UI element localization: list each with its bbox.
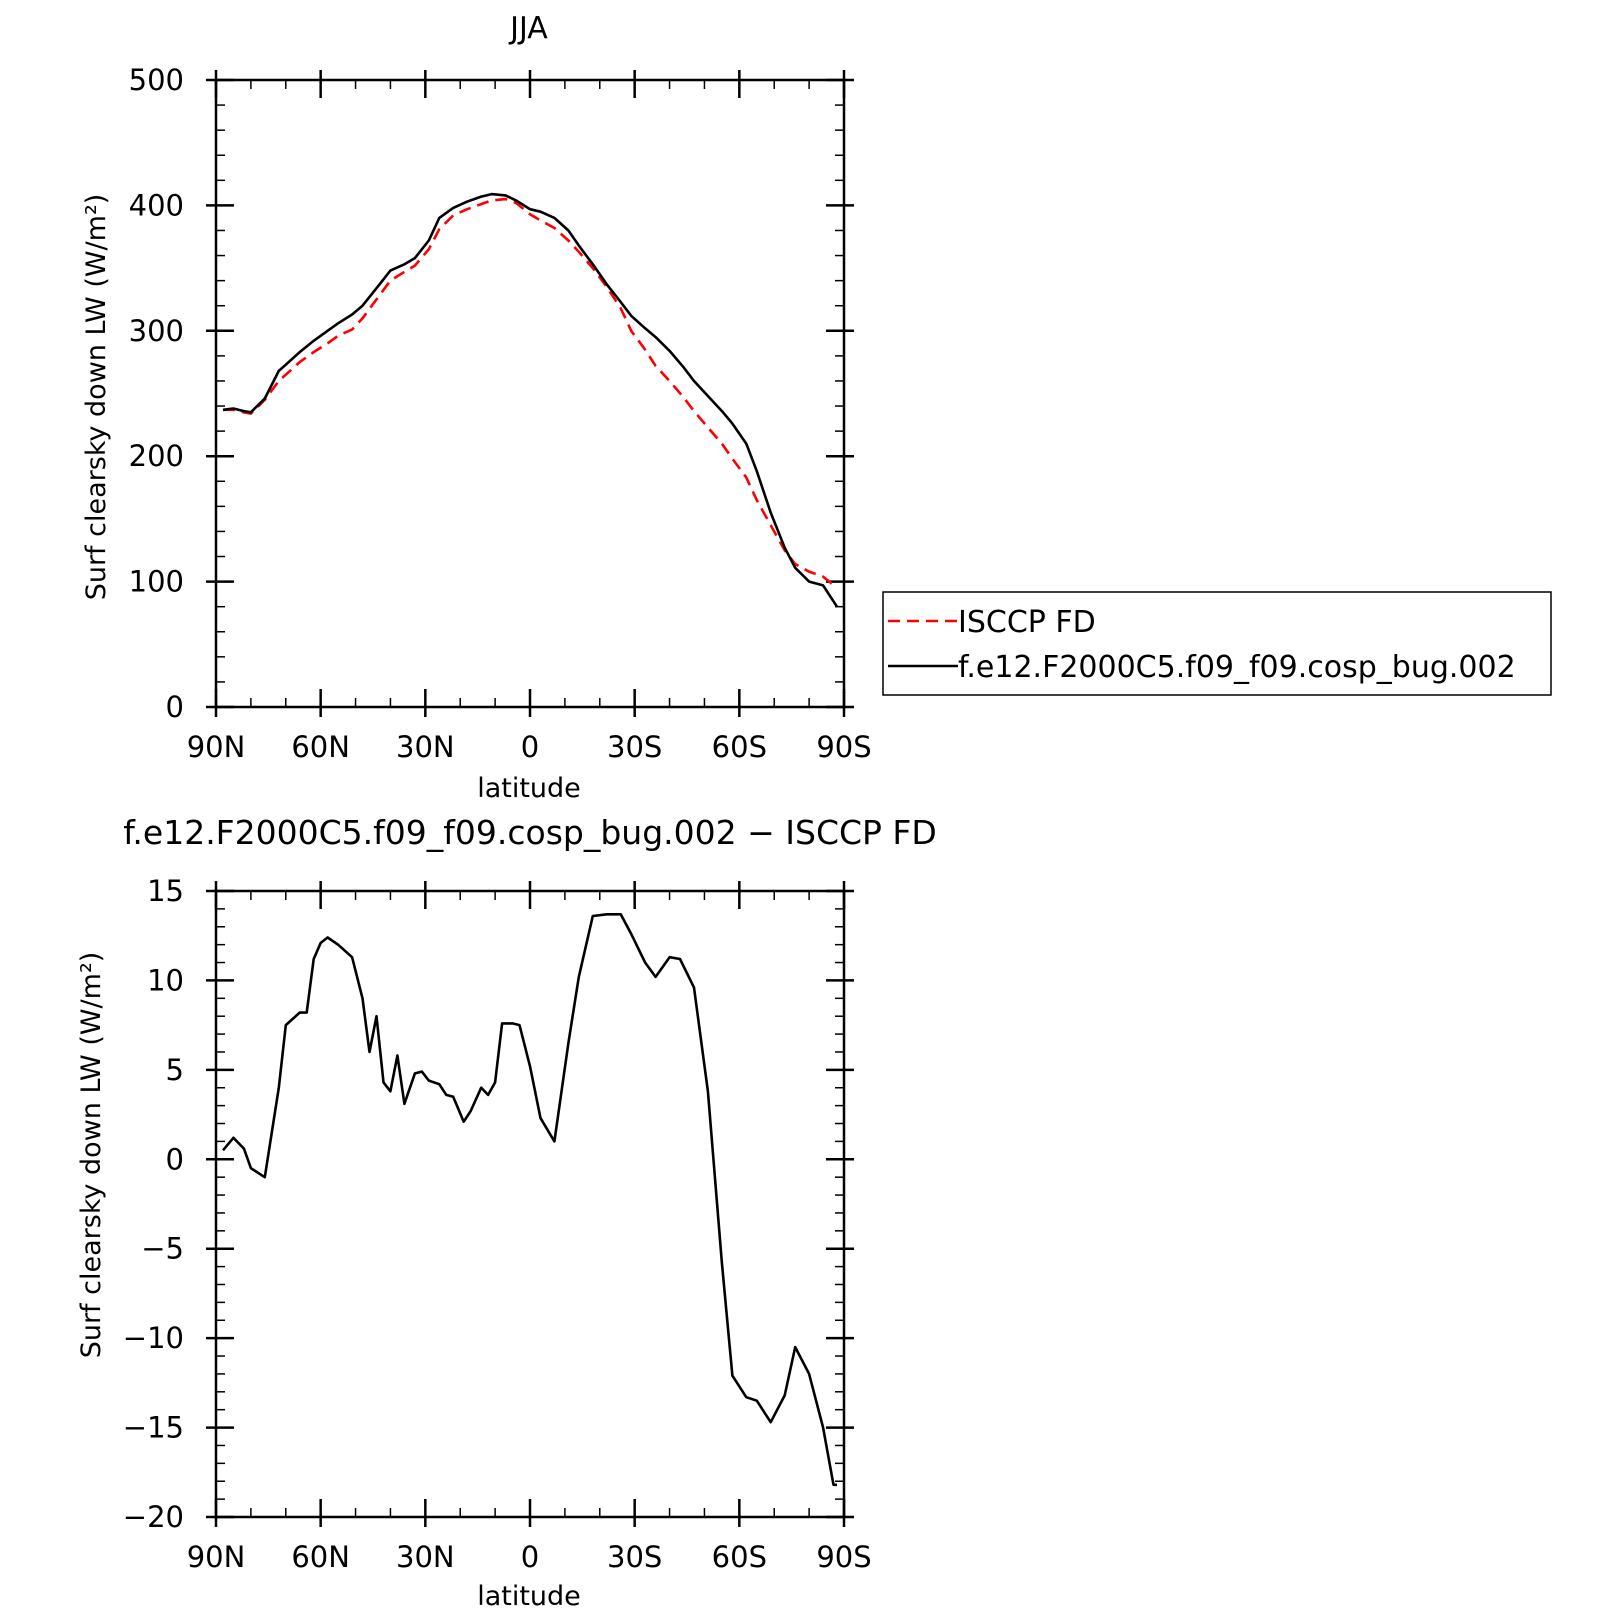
legend-box <box>882 591 1552 696</box>
top-x-tick-label: 60N <box>291 730 350 764</box>
top-plot-frame <box>214 78 846 709</box>
bottom-y-tick-label: −10 <box>123 1321 184 1355</box>
legend-label-isccp: ISCCP FD <box>958 605 1096 640</box>
bottom-series-line-1 <box>222 912 837 1487</box>
top-y-tick-label: 300 <box>129 314 184 348</box>
bottom-y-tick-label: 15 <box>147 874 184 908</box>
top-x-tick-label: 60S <box>712 730 767 764</box>
top-y-tick-label: 0 <box>166 690 184 724</box>
bottom-y-tick-label: 0 <box>166 1142 184 1176</box>
bottom-panel: f.e12.F2000C5.f09_f09.cosp_bug.002 − ISC… <box>76 813 937 1612</box>
bottom-x-tick-label: 90N <box>187 1540 246 1574</box>
legend: ISCCP FD f.e12.F2000C5.f09_f09.cosp_bug.… <box>882 591 1552 696</box>
top-y-tick-label: 500 <box>129 63 184 97</box>
top-x-tick-label: 90S <box>816 730 871 764</box>
top-y-tick-label: 200 <box>129 439 184 473</box>
top-x-tick-label: 90N <box>187 730 246 764</box>
top-chart-title: JJA <box>508 11 548 46</box>
bottom-y-tick-label: 10 <box>147 963 184 997</box>
top-x-tick-label: 30S <box>607 730 662 764</box>
top-x-tick-label: 30N <box>396 730 455 764</box>
bottom-plot-area: −20 −15 −10 −5 0 5 10 15 90N 60N 30N 0 30S 60S 90S <box>123 874 872 1574</box>
bottom-x-axis-label: latitude <box>477 1581 581 1612</box>
bottom-y-tick-label: −15 <box>123 1411 184 1445</box>
top-series-line-2 <box>222 192 839 608</box>
top-series-line-1 <box>223 197 838 589</box>
bottom-y-tick-label: 5 <box>166 1053 184 1087</box>
top-plot-area: 0 100 200 300 400 500 90N 60N 30N 0 30S 60S 90S <box>129 63 872 764</box>
bottom-x-tick-label: 60N <box>291 1540 350 1574</box>
bottom-x-tick-label: 90S <box>816 1540 871 1574</box>
top-x-tick-label: 0 <box>521 730 539 764</box>
bottom-y-tick-label: −5 <box>141 1232 184 1266</box>
top-y-tick-label: 100 <box>129 565 184 599</box>
bottom-x-tick-label: 60S <box>712 1540 767 1574</box>
bottom-y-tick-label: −20 <box>123 1500 184 1534</box>
bottom-x-tick-label: 30S <box>607 1540 662 1574</box>
legend-label-model: f.e12.F2000C5.f09_f09.cosp_bug.002 <box>958 650 1516 685</box>
bottom-chart-title: f.e12.F2000C5.f09_f09.cosp_bug.002 − ISC… <box>123 813 937 852</box>
top-x-axis-label: latitude <box>477 773 581 804</box>
top-y-axis-label: Surf clearsky down LW (W/m²) <box>81 194 112 601</box>
bottom-y-axis-label: Surf clearsky down LW (W/m²) <box>76 952 107 1359</box>
top-y-tick-label: 400 <box>129 188 184 222</box>
bottom-x-tick-label: 30N <box>396 1540 455 1574</box>
bottom-x-tick-label: 0 <box>521 1540 539 1574</box>
